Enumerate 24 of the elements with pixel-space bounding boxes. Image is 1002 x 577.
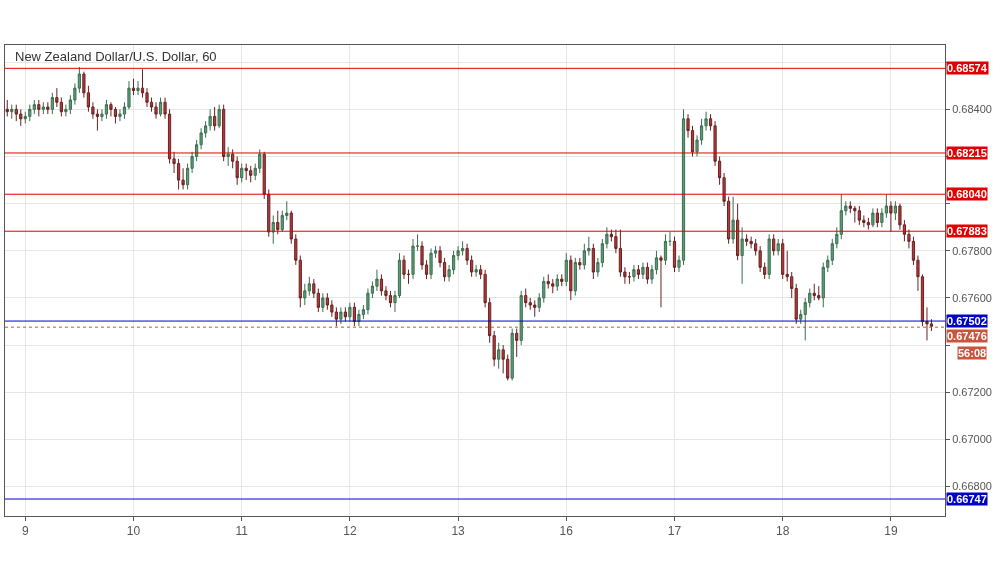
ref-line-label: 0.67502	[947, 315, 987, 327]
x-tick-label: 13	[451, 524, 466, 539]
ref-line-label: 0.68574	[947, 62, 988, 74]
x-tick-label: 11	[235, 524, 249, 539]
x-tick-label: 18	[776, 524, 790, 539]
ref-line-label: 0.68215	[947, 147, 987, 159]
y-tick-label: 0.67800	[952, 244, 992, 257]
y-tick-label: 0.68400	[952, 103, 992, 116]
x-tick-label: 17	[667, 524, 682, 539]
ref-line-label: 0.66747	[947, 493, 987, 505]
x-tick-label: 19	[884, 524, 898, 539]
y-tick-label: 0.66800	[952, 480, 992, 493]
text: 56:08	[958, 347, 987, 359]
x-tick-label: 12	[343, 524, 357, 539]
y-tick-label: 0.67000	[952, 433, 992, 446]
x-tick-label: 16	[559, 524, 574, 539]
ref-line-label: 0.67883	[947, 225, 987, 237]
y-tick-label: 0.67600	[952, 291, 992, 304]
x-tick-label: 10	[126, 524, 141, 539]
ref-line-label: 0.67476	[947, 330, 987, 342]
y-tick-label: 0.67200	[952, 386, 992, 399]
ref-line-label: 0.68040	[947, 188, 987, 200]
x-tick-label: 9	[21, 524, 29, 539]
chart-title: New Zealand Dollar/U.S. Dollar, 60	[15, 49, 217, 64]
